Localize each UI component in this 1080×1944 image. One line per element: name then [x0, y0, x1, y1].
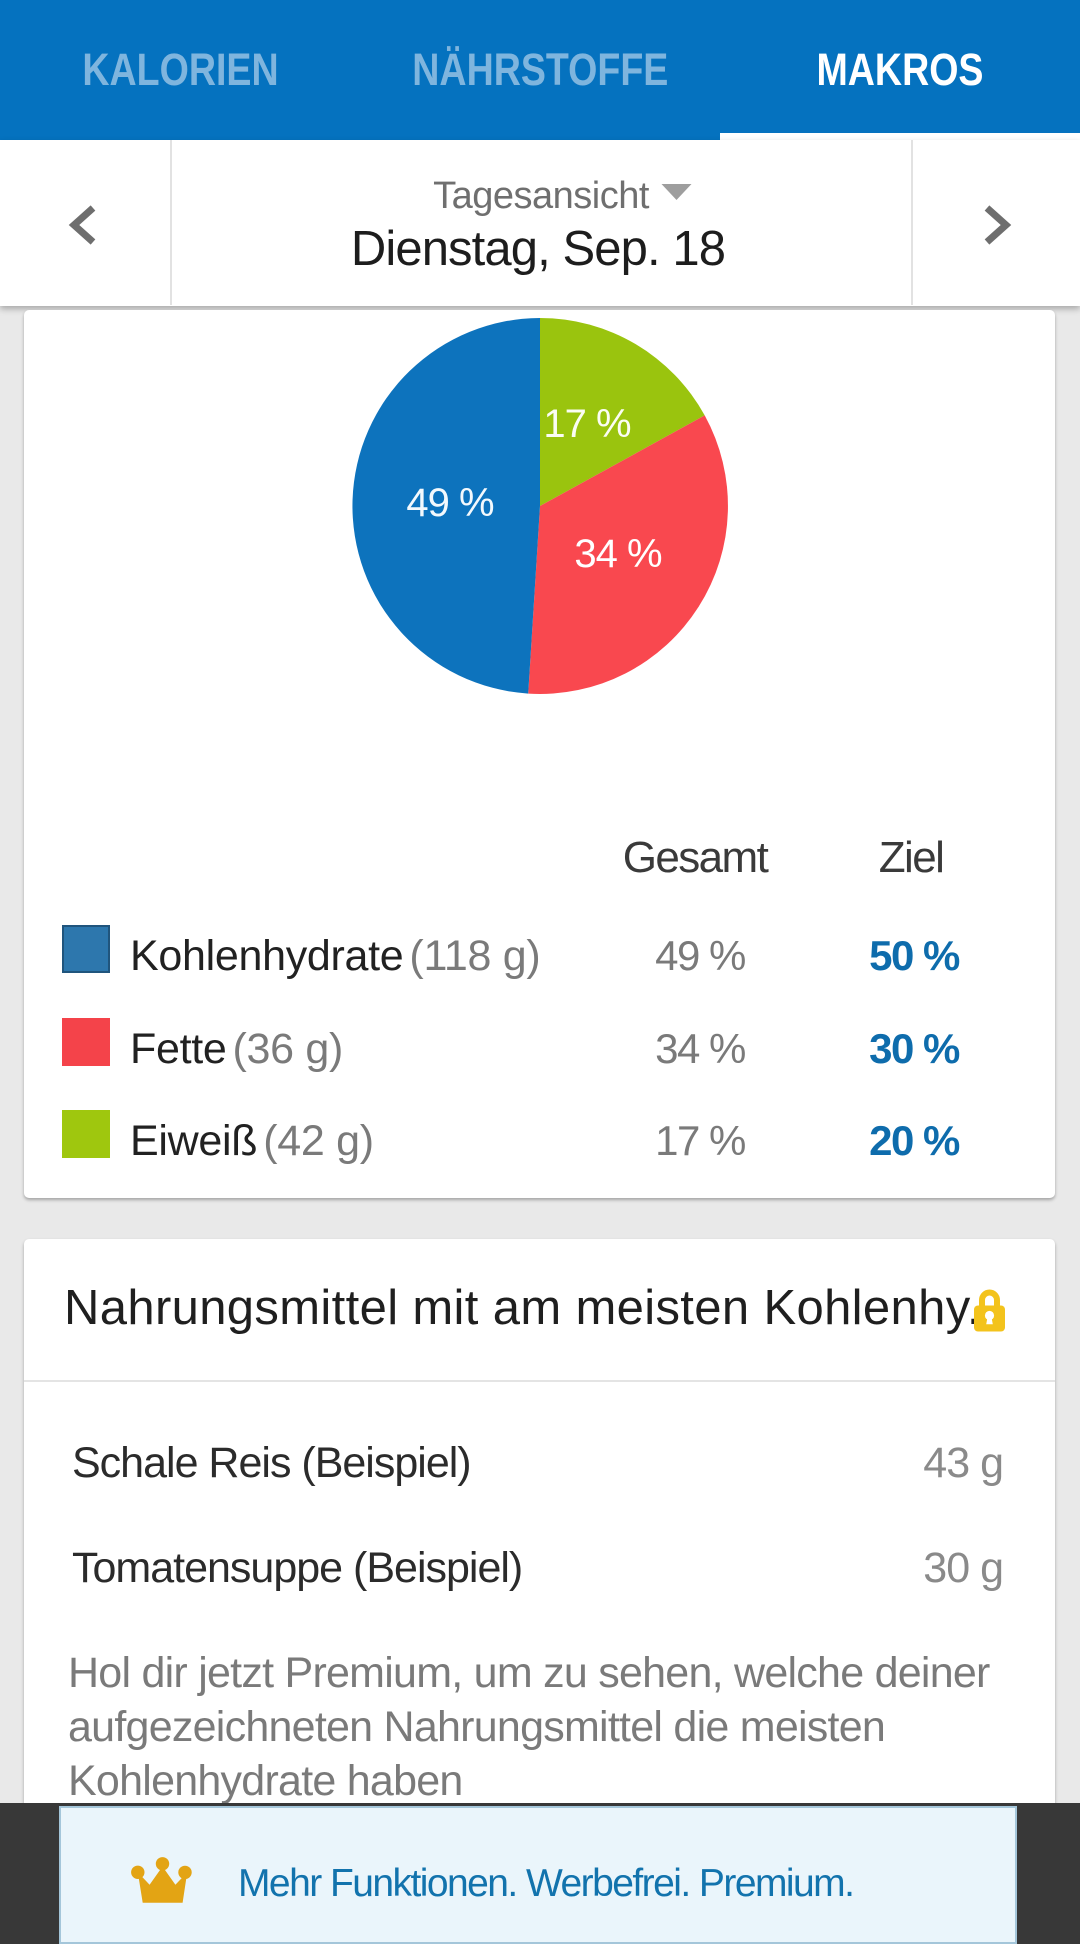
svg-text:17 %: 17 % [543, 402, 631, 446]
svg-text:34 %: 34 % [574, 532, 662, 576]
svg-text:49 %: 49 % [406, 481, 494, 525]
